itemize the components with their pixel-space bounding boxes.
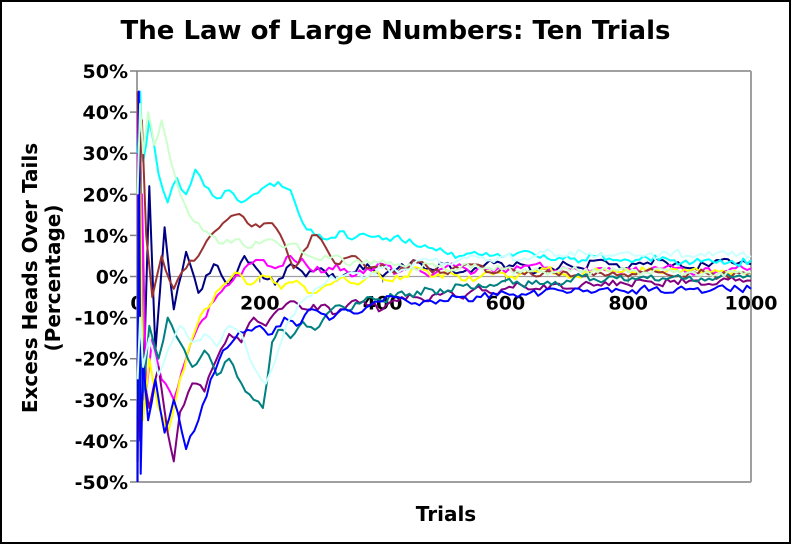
y-tick-label: 20% [83, 184, 128, 206]
series-line-trial-cyan [136, 90, 752, 268]
series-line-trial-navy [136, 131, 752, 462]
series-line-trial-purple [136, 276, 752, 463]
series-line-trial-maroon [136, 91, 752, 299]
y-tick-label: 0% [96, 267, 128, 289]
x-tick-label: 800 [608, 293, 648, 315]
y-tick-label: 50% [83, 61, 128, 83]
series-line-trial-pale-cyan [136, 248, 752, 385]
y-tick-label: 10% [83, 225, 128, 247]
y-tick-label: -50% [75, 472, 128, 494]
series-line-trial-yellow [136, 172, 752, 434]
chart-title: The Law of Large Numbers: Ten Trials [120, 16, 671, 46]
x-tick-label: 600 [486, 293, 526, 315]
series-line-trial-pale-green [136, 102, 752, 278]
x-axis-title: Trials [415, 502, 477, 526]
series-line-trial-blue [136, 90, 752, 483]
y-tick-label: -30% [75, 390, 128, 412]
series-line-trial-teal [136, 272, 752, 421]
x-tick-label: 200 [240, 293, 280, 315]
y-tick-label: -20% [75, 349, 128, 371]
series-line-trial-magenta [136, 112, 752, 422]
y-tick-label: -40% [75, 431, 128, 453]
y-tick-label: 40% [83, 102, 128, 124]
y-tick-label: -10% [75, 308, 128, 330]
y-tick-label: 30% [83, 143, 128, 165]
